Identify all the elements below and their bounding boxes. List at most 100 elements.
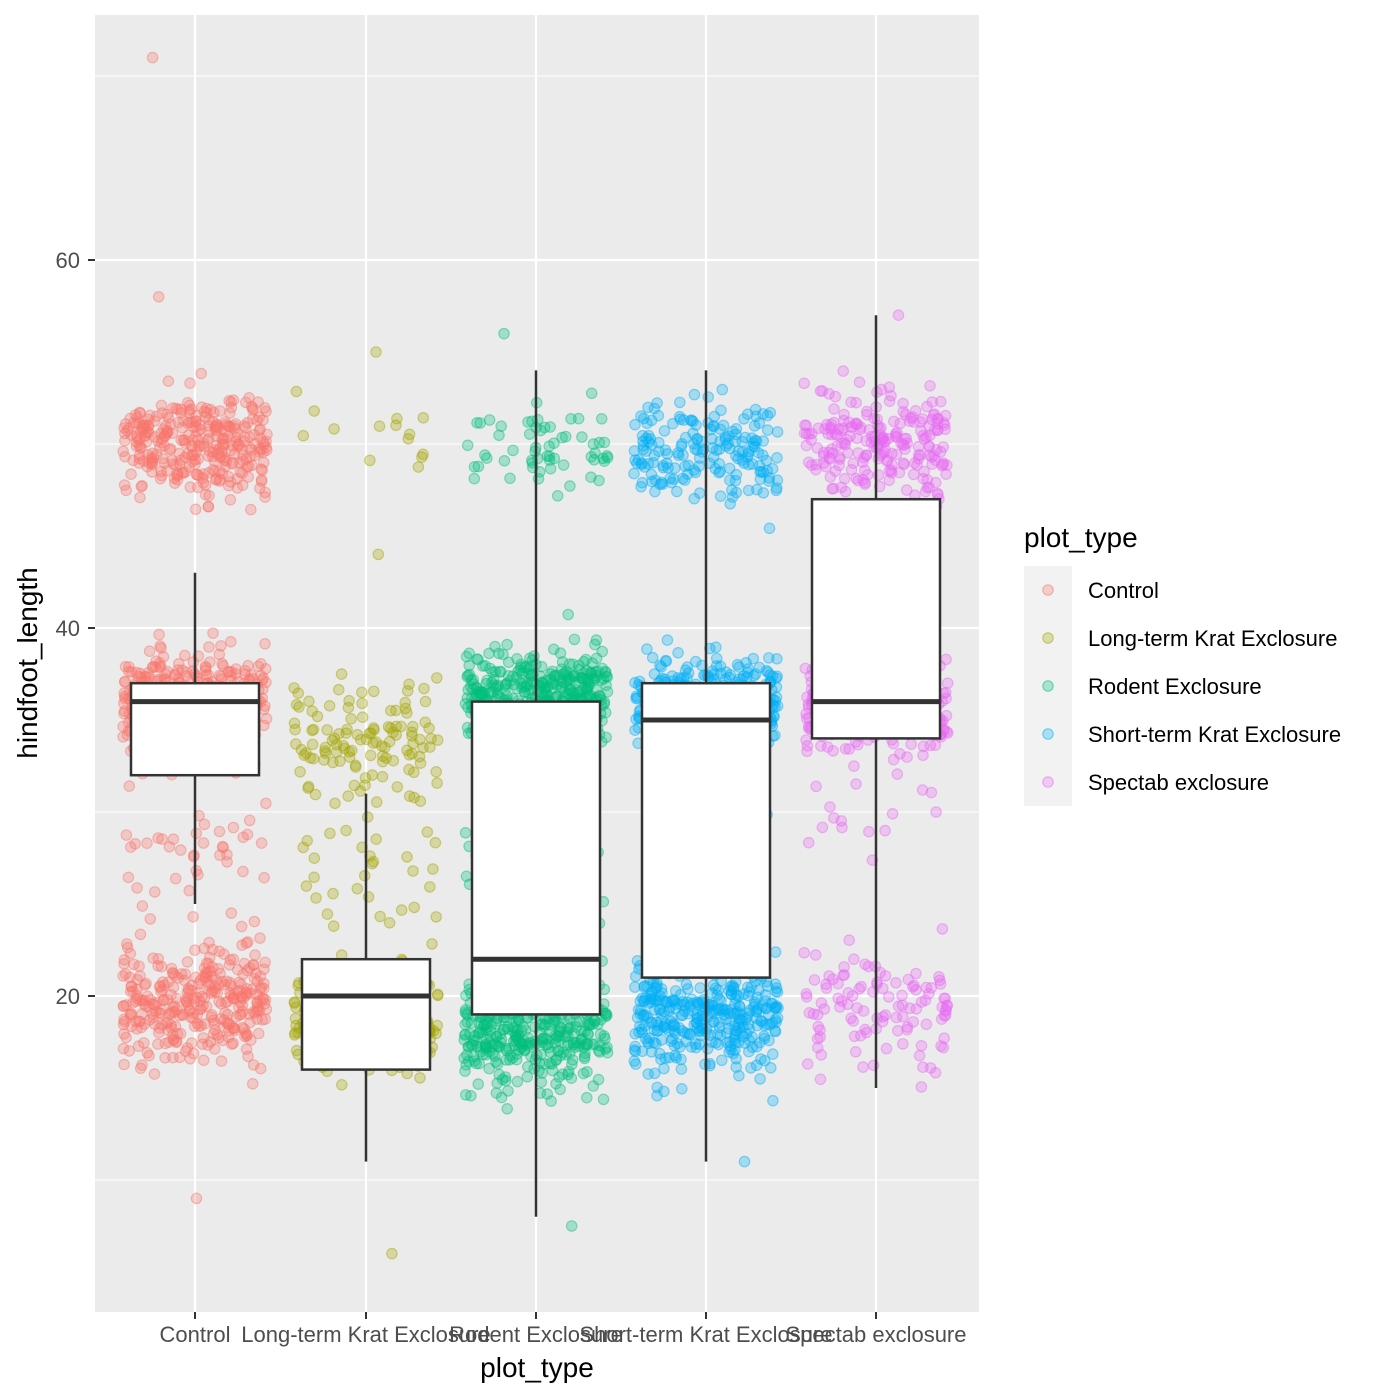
data-point <box>674 988 687 1001</box>
data-point <box>548 452 561 465</box>
data-point <box>936 923 949 935</box>
data-point <box>826 482 838 495</box>
data-point <box>915 1040 928 1052</box>
data-point <box>231 428 244 441</box>
data-point <box>595 412 608 425</box>
data-point <box>330 738 343 751</box>
data-point <box>193 470 205 482</box>
data-point <box>854 1029 867 1042</box>
data-point <box>196 1038 209 1050</box>
data-point <box>203 641 215 653</box>
data-point <box>240 453 252 465</box>
data-point <box>248 972 261 985</box>
data-point <box>117 1000 130 1012</box>
data-point <box>159 430 172 442</box>
data-point <box>215 1013 227 1025</box>
data-point <box>181 986 194 999</box>
data-point <box>810 463 822 476</box>
data-point <box>167 1051 179 1064</box>
data-point <box>169 668 181 681</box>
data-point <box>557 459 570 471</box>
data-point <box>221 848 233 861</box>
data-point <box>710 641 722 653</box>
data-point <box>383 916 396 929</box>
data-point <box>165 962 178 975</box>
data-point <box>310 892 322 904</box>
data-point <box>184 481 197 493</box>
data-point <box>235 990 248 1003</box>
data-point <box>169 669 181 681</box>
data-point <box>207 450 219 463</box>
data-point <box>154 981 166 993</box>
data-point <box>340 727 352 739</box>
data-point <box>359 779 371 791</box>
data-point <box>364 749 377 762</box>
data-point <box>629 1040 641 1053</box>
data-point <box>119 675 131 688</box>
data-point <box>334 755 346 767</box>
data-point <box>154 441 166 454</box>
data-point <box>837 969 850 981</box>
data-point <box>658 425 671 437</box>
data-point <box>149 661 162 673</box>
data-point <box>886 807 899 820</box>
data-point <box>670 485 683 498</box>
data-point <box>233 976 245 989</box>
data-point <box>227 992 240 1004</box>
data-point <box>212 447 224 460</box>
data-point <box>194 423 207 436</box>
data-point <box>230 663 242 675</box>
data-point <box>182 999 194 1011</box>
data-point <box>367 855 380 868</box>
data-point <box>125 1007 138 1020</box>
data-point <box>887 737 900 750</box>
data-point <box>170 402 182 415</box>
data-point <box>306 724 318 737</box>
data-point <box>161 427 173 439</box>
data-point <box>146 998 159 1010</box>
data-point <box>318 754 330 766</box>
data-point <box>848 760 860 772</box>
data-point <box>255 473 268 486</box>
data-point <box>209 420 222 433</box>
data-point <box>406 720 419 733</box>
data-point <box>253 442 266 455</box>
data-point <box>139 429 151 442</box>
data-point <box>662 462 674 474</box>
data-point <box>131 1023 143 1035</box>
data-point <box>465 1090 477 1102</box>
data-point <box>368 723 380 736</box>
data-point <box>171 469 184 482</box>
data-point <box>148 415 161 427</box>
data-point <box>431 988 444 1001</box>
data-point <box>177 1008 189 1021</box>
data-point <box>190 420 202 433</box>
data-point <box>259 662 272 675</box>
data-point <box>135 480 148 493</box>
data-point <box>206 943 219 956</box>
data-point <box>179 649 191 662</box>
data-point <box>717 419 730 432</box>
data-point <box>225 396 237 408</box>
data-point <box>120 1031 132 1044</box>
data-point <box>933 970 945 983</box>
data-point <box>851 418 864 431</box>
data-point <box>191 1017 204 1030</box>
data-point <box>576 1032 588 1045</box>
data-point <box>215 670 227 683</box>
data-point <box>824 801 836 813</box>
data-point <box>421 826 434 838</box>
data-point <box>812 1020 824 1033</box>
data-point <box>175 407 187 419</box>
data-point <box>391 781 404 793</box>
data-point <box>172 403 184 416</box>
data-point <box>174 1051 186 1064</box>
data-point <box>414 795 427 807</box>
data-point <box>251 1005 263 1018</box>
x-tick-label: Control <box>160 1322 231 1347</box>
data-point <box>236 1005 249 1018</box>
data-point <box>689 466 702 479</box>
data-point <box>730 468 743 481</box>
data-point <box>589 672 602 684</box>
data-point <box>916 784 929 796</box>
